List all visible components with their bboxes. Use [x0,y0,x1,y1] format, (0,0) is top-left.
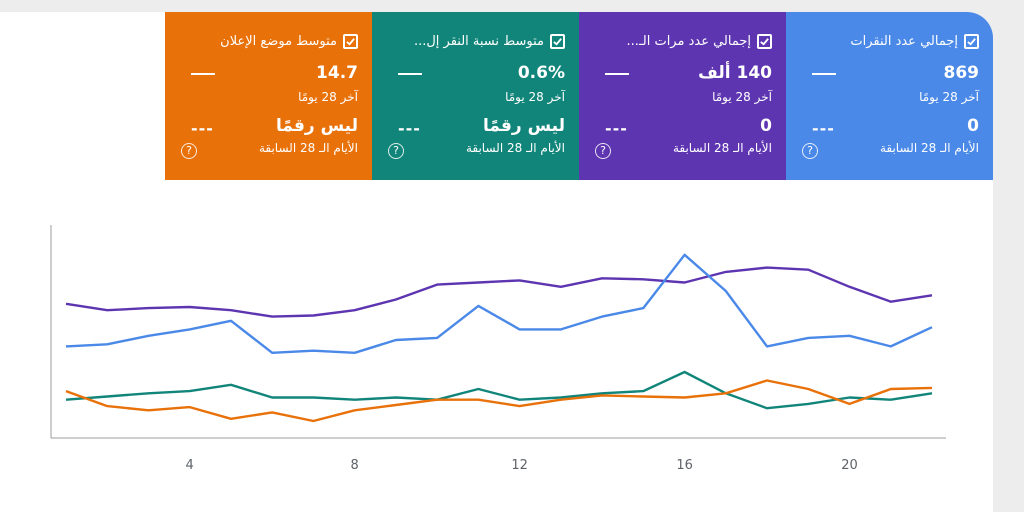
card-value: 140 ألف [698,63,772,83]
card-title-label: إجمالي عدد النقرات [850,34,958,49]
checkbox-icon[interactable] [550,34,565,49]
trend-dash-icon [605,73,629,75]
series-layer [65,253,933,423]
x-tick-label: 20 [841,458,858,473]
card-previous-period: الأيام الـ 28 السابقة [465,141,565,155]
x-tick-label: 4 [186,458,194,473]
trend-dash-icon [191,73,215,75]
card-avg-ctr[interactable]: متوسط نسبة النقر إل... 0.6% آخر 28 يومًا… [372,12,579,180]
card-title-label: إجمالي عدد مرات الـ... [626,34,751,49]
card-value: 869 [943,63,980,83]
card-change: --- [605,119,628,138]
card-title-label: متوسط نسبة النقر إل... [413,34,544,49]
series-line-2 [65,370,933,410]
help-icon[interactable]: ? [802,143,818,159]
card-title-label: متوسط موضع الإعلان [220,34,337,49]
card-change: --- [812,119,835,138]
checkbox-icon[interactable] [343,34,358,49]
card-avg-position[interactable]: متوسط موضع الإعلان 14.7 آخر 28 يومًا ليس… [165,12,372,180]
card-previous-value: 0 [967,116,979,136]
trend-dash-icon [812,73,836,75]
help-icon[interactable]: ? [595,143,611,159]
help-icon[interactable]: ? [181,143,197,159]
series-line-3 [65,379,933,423]
card-title: متوسط موضع الإعلان [177,34,358,49]
card-title: إجمالي عدد النقرات [798,34,979,49]
card-previous-period: الأيام الـ 28 السابقة [672,141,772,155]
card-total-clicks[interactable]: إجمالي عدد النقرات 869 آخر 28 يومًا 0 --… [786,12,993,180]
card-change: --- [191,119,214,138]
card-period: آخر 28 يومًا [505,90,565,104]
card-value: 0.6% [517,63,565,83]
card-previous-period: الأيام الـ 28 السابقة [258,141,358,155]
x-tick-label: 12 [511,458,528,473]
card-change: --- [398,119,421,138]
trend-dash-icon [398,73,422,75]
series-line-0 [65,266,933,318]
x-tick-label: 8 [351,458,359,473]
card-previous-period: الأيام الـ 28 السابقة [879,141,979,155]
x-tick-layer: 4 8 12 16 20 [186,458,858,473]
card-previous-value: 0 [760,116,772,136]
card-value: 14.7 [316,63,358,83]
card-previous-value: ليس رقمًا [483,116,565,136]
checkbox-icon[interactable] [757,34,772,49]
card-period: آخر 28 يومًا [919,90,979,104]
card-title: متوسط نسبة النقر إل... [384,34,565,49]
x-tick-label: 16 [676,458,693,473]
performance-line-chart: 4 8 12 16 20 [50,225,946,473]
card-total-impressions[interactable]: إجمالي عدد مرات الـ... 140 ألف آخر 28 يو… [579,12,786,180]
help-icon[interactable]: ? [388,143,404,159]
card-period: آخر 28 يومًا [298,90,358,104]
metric-cards: متوسط موضع الإعلان 14.7 آخر 28 يومًا ليس… [165,12,993,180]
card-period: آخر 28 يومًا [712,90,772,104]
card-title: إجمالي عدد مرات الـ... [591,34,772,49]
card-previous-value: ليس رقمًا [276,116,358,136]
series-line-1 [65,253,933,355]
checkbox-icon[interactable] [964,34,979,49]
